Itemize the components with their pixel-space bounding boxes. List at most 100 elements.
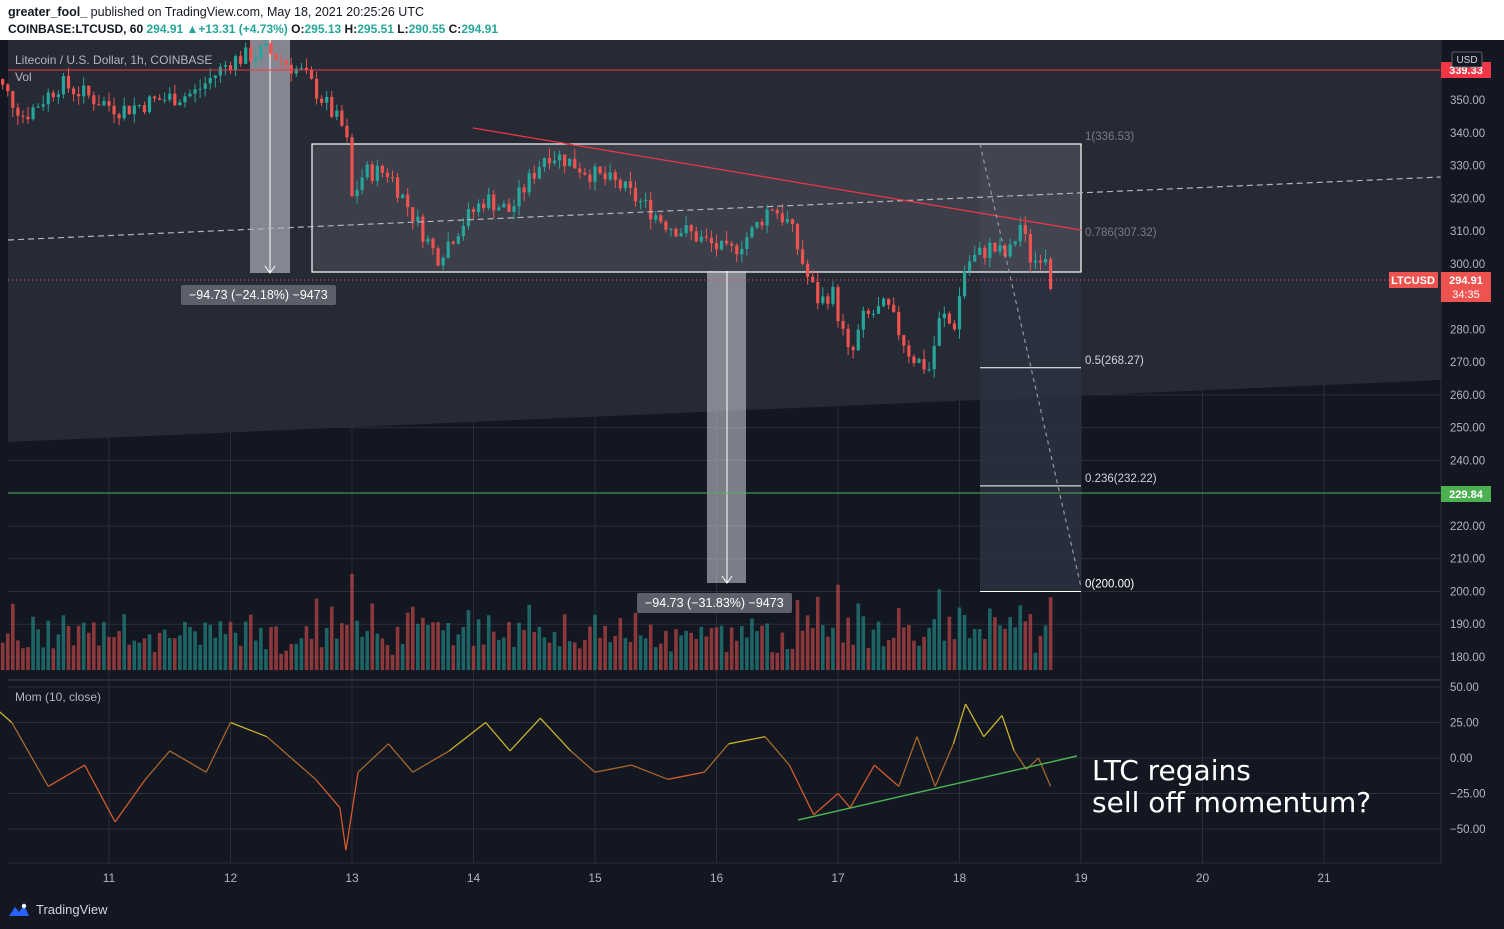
- candle-body: [1018, 224, 1022, 242]
- candle-body: [881, 298, 886, 307]
- candle-body: [203, 83, 207, 89]
- volume-label: Vol: [15, 70, 32, 84]
- volume-bar: [881, 646, 886, 671]
- volume-bar: [86, 632, 91, 671]
- candle-body: [451, 241, 455, 244]
- volume-bar: [26, 647, 30, 671]
- volume-bar: [851, 644, 855, 671]
- candle-body: [198, 88, 202, 90]
- candle-body: [588, 174, 592, 182]
- momentum-segment: [965, 703, 985, 738]
- volume-bar: [1008, 617, 1012, 671]
- volume-bar: [405, 612, 410, 671]
- candle-body: [659, 215, 663, 222]
- volume-bar: [421, 617, 425, 671]
- volume-bar: [198, 644, 202, 671]
- chart-canvas[interactable]: 1(336.53) 0.786(307.32) 0.5(268.27) 0.236(2…: [0, 40, 1504, 893]
- candle-body: [795, 223, 800, 250]
- fib-level-label: 0.236(232.22): [1085, 473, 1157, 485]
- volume-bar: [375, 633, 380, 671]
- candle-body: [325, 96, 329, 103]
- close-label: C:: [448, 22, 462, 36]
- volume-bar: [56, 634, 61, 671]
- volume-bar: [653, 647, 658, 671]
- momentum-segment: [934, 743, 955, 787]
- momentum-segment: [230, 721, 268, 738]
- volume-bar: [294, 643, 299, 671]
- candle-body: [390, 177, 395, 179]
- volume-bar: [466, 610, 471, 671]
- volume-bar: [491, 631, 496, 671]
- volume-bar: [284, 650, 288, 671]
- volume-bar: [977, 629, 982, 671]
- descending-trendline[interactable]: [472, 127, 1082, 231]
- volume-bar: [998, 625, 1002, 671]
- candle-body: [395, 177, 400, 198]
- momentum-trendline[interactable]: [797, 755, 1078, 821]
- candle-body: [41, 104, 45, 107]
- candle-body: [679, 233, 683, 237]
- candle-body: [1043, 259, 1048, 263]
- volume-bar: [76, 625, 81, 671]
- volume-bar: [699, 626, 704, 671]
- candle-body: [178, 102, 182, 106]
- candle-body: [147, 96, 152, 113]
- range-rectangle[interactable]: [311, 143, 1082, 273]
- time-tick: 16: [710, 871, 724, 885]
- volume-bar: [476, 619, 481, 671]
- candle-body: [71, 88, 76, 95]
- candle-body: [416, 216, 420, 222]
- volume-bar: [243, 621, 248, 671]
- candle-body: [962, 270, 967, 297]
- candle-body: [537, 166, 541, 179]
- green-line-badge: [1441, 486, 1491, 502]
- publish-info: greater_fool_ published on TradingView.c…: [8, 5, 424, 19]
- candle-body: [244, 47, 248, 64]
- volume-bar: [507, 621, 511, 671]
- fib-levels[interactable]: 1(336.53) 0.786(307.32) 0.5(268.27) 0.236(2…: [980, 131, 1157, 592]
- candle-body: [952, 323, 957, 330]
- candle-body: [31, 107, 35, 120]
- tradingview-brand[interactable]: TradingView: [8, 902, 108, 917]
- candle-body: [861, 310, 865, 330]
- countdown-text: 34:35: [1452, 289, 1480, 301]
- momentum-segment: [849, 764, 876, 809]
- candle-body: [841, 321, 845, 329]
- volume-bar: [618, 618, 623, 671]
- candle-body: [385, 172, 390, 178]
- volume-bar: [203, 622, 207, 671]
- volume-bar: [446, 622, 450, 671]
- volume-bar: [684, 630, 688, 671]
- momentum-segment: [1037, 757, 1052, 787]
- volume-bar: [532, 631, 537, 671]
- volume-bar: [724, 652, 729, 671]
- candle-body: [284, 60, 288, 65]
- chart-title: Litecoin / U.S. Dollar, 1h, COINBASE: [15, 53, 213, 67]
- candle-body: [649, 199, 653, 220]
- footer-brand-text: TradingView: [36, 902, 108, 917]
- price-tick: 310.00: [1450, 226, 1485, 238]
- publisher-username[interactable]: greater_fool_: [8, 5, 88, 19]
- volume-bar: [1048, 597, 1053, 671]
- candle-body: [714, 243, 719, 250]
- volume-bar: [117, 631, 121, 671]
- volume-bar: [694, 638, 699, 671]
- volume-bar: [122, 614, 126, 671]
- volume-bar: [431, 622, 435, 671]
- momentum-segment: [448, 721, 487, 752]
- measure-label-2: −94.73 (−31.83%) −9473: [637, 593, 792, 613]
- candle-body: [937, 318, 941, 346]
- volume-bar: [481, 644, 486, 671]
- currency-badge[interactable]: [1451, 51, 1483, 68]
- dashed-trendline[interactable]: [7, 176, 1442, 241]
- volume-bar: [942, 640, 947, 671]
- time-axis[interactable]: 11 12 13 14 15 16 17 18 19 20 21: [103, 871, 1331, 885]
- volume-bar: [578, 648, 582, 671]
- volume-bar: [810, 628, 815, 671]
- publish-header: greater_fool_ published on TradingView.c…: [0, 0, 1504, 40]
- volume-bar: [891, 637, 896, 671]
- candle-body: [340, 110, 344, 126]
- candle-body: [492, 194, 496, 211]
- change-up-icon: ▲: [186, 22, 199, 36]
- candle-body: [1, 79, 5, 85]
